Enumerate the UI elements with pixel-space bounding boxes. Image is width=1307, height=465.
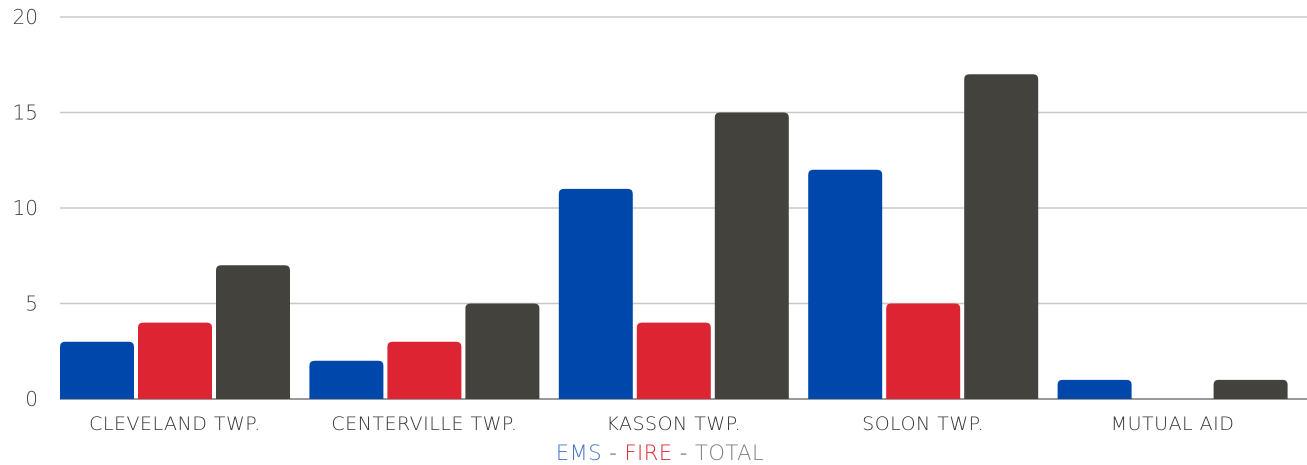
y-axis-tick-labels: 0 5 10 15 20 <box>13 5 38 411</box>
bar-fire <box>387 341 462 399</box>
x-category-label: CLEVELAND TWP. <box>89 413 261 435</box>
legend-item-fire: FIRE <box>624 441 672 465</box>
x-category-label: SOLON TWP. <box>862 413 984 435</box>
bar-total <box>216 265 290 399</box>
x-axis-category-labels: CLEVELAND TWP. CENTERVILLE TWP. KASSON TWP… <box>89 413 1234 435</box>
bar-total <box>465 303 540 399</box>
bar-ems <box>309 360 384 399</box>
bar-ems <box>558 188 633 399</box>
bar-fire <box>886 303 961 399</box>
bar-total <box>1213 379 1288 399</box>
x-category-label: CENTERVILLE TWP. <box>331 413 517 435</box>
bar-total <box>714 112 789 399</box>
y-tick-label: 15 <box>13 101 38 125</box>
y-tick-label: 0 <box>25 387 38 411</box>
legend-separator: - <box>673 441 695 465</box>
x-category-label: KASSON TWP. <box>606 413 741 435</box>
bar-series <box>60 74 1288 400</box>
legend-item-ems: EMS <box>556 441 602 465</box>
bar-ems <box>808 169 883 399</box>
legend-separator: - <box>602 441 624 465</box>
y-tick-label: 5 <box>25 292 38 316</box>
y-tick-label: 20 <box>13 5 38 29</box>
bar-fire <box>636 322 711 399</box>
bar-fire <box>138 322 212 399</box>
legend: EMS - FIRE - TOTAL <box>556 441 764 465</box>
bar-ems <box>1057 379 1132 399</box>
y-tick-label: 10 <box>13 196 38 220</box>
bar-total <box>964 74 1039 400</box>
x-category-label: MUTUAL AID <box>1111 413 1235 435</box>
bar-ems <box>60 341 134 399</box>
legend-item-total: TOTAL <box>695 441 764 465</box>
